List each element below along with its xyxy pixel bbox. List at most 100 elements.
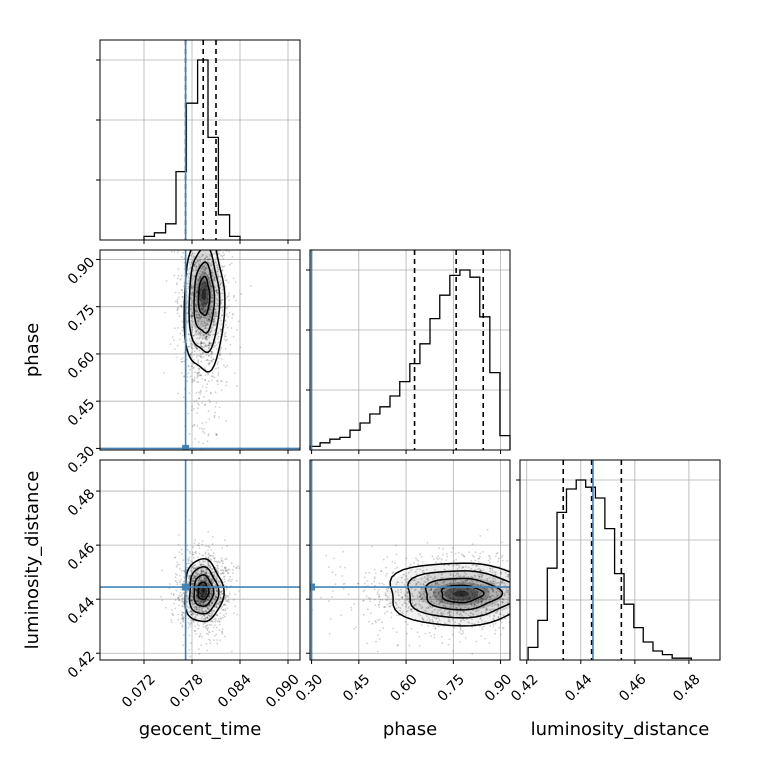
sample-point	[461, 630, 464, 633]
sample-point	[195, 295, 198, 298]
sample-point	[201, 284, 204, 287]
sample-point	[189, 307, 192, 310]
sample-point	[194, 615, 197, 618]
sample-point	[213, 312, 216, 314]
sample-point	[200, 600, 202, 603]
sample-point	[180, 578, 183, 581]
sample-point	[200, 609, 203, 612]
sample-point	[206, 602, 208, 605]
sample-point	[374, 584, 376, 587]
sample-point	[193, 354, 195, 356]
sample-point	[213, 278, 216, 281]
sample-point	[232, 572, 234, 575]
sample-point	[208, 596, 211, 599]
sample-point	[459, 623, 462, 625]
sample-point	[224, 320, 227, 322]
sample-point	[474, 610, 477, 613]
sample-point	[439, 594, 441, 597]
sample-point	[214, 305, 217, 307]
sample-point	[197, 367, 200, 370]
sample-point	[384, 594, 387, 596]
sample-point	[439, 601, 442, 603]
sample-point	[217, 266, 220, 268]
sample-point	[181, 614, 184, 616]
sample-point	[199, 336, 202, 339]
sample-point	[198, 547, 201, 549]
sample-point	[488, 609, 491, 611]
sample-point	[214, 302, 217, 304]
sample-point	[190, 287, 193, 289]
sample-point	[414, 604, 417, 606]
sample-point	[196, 623, 199, 626]
sample-point	[207, 434, 210, 437]
sample-point	[228, 568, 231, 571]
sample-point	[179, 591, 182, 594]
sample-point	[205, 327, 208, 330]
sample-point	[376, 593, 379, 595]
sample-point	[479, 552, 482, 555]
sample-point	[208, 572, 211, 574]
sample-point	[409, 563, 412, 566]
sample-point	[369, 600, 372, 603]
sample-point	[194, 330, 197, 332]
sample-point	[200, 307, 203, 310]
sample-point	[208, 309, 211, 312]
sample-point	[199, 602, 202, 604]
sample-point	[444, 580, 447, 582]
sample-point	[205, 642, 208, 645]
sample-point	[219, 275, 222, 278]
sample-point	[197, 333, 200, 336]
sample-point	[206, 288, 209, 291]
sample-point	[193, 567, 195, 570]
sample-point	[200, 563, 203, 566]
sample-point	[437, 583, 440, 586]
sample-point	[217, 275, 220, 278]
sample-point	[460, 553, 463, 556]
sample-point	[202, 595, 205, 598]
sample-point	[365, 572, 367, 575]
sample-point	[199, 354, 201, 357]
sample-point	[192, 619, 195, 622]
sample-point	[217, 383, 219, 386]
sample-point	[442, 580, 445, 583]
sample-point	[424, 609, 427, 612]
sample-point	[203, 286, 206, 289]
sample-point	[227, 568, 230, 571]
sample-point	[229, 263, 231, 266]
sample-point	[214, 244, 216, 246]
sample-point	[176, 282, 179, 284]
sample-point	[182, 559, 185, 562]
y-tick-label-phase: 0.75	[65, 302, 98, 335]
sample-point	[198, 247, 200, 249]
sample-point	[226, 313, 229, 316]
sample-point	[201, 601, 204, 604]
sample-point	[200, 577, 203, 579]
sample-point	[362, 613, 365, 616]
sample-point	[203, 322, 206, 325]
sample-point	[417, 613, 420, 615]
sample-point	[199, 578, 201, 580]
sample-point	[195, 550, 197, 553]
sample-point	[196, 371, 199, 374]
sample-point	[215, 433, 218, 436]
sample-point	[165, 606, 167, 609]
sample-point	[437, 592, 440, 595]
sample-point	[213, 319, 216, 322]
sample-point	[205, 345, 208, 348]
sample-point	[196, 605, 199, 608]
sample-point	[199, 288, 202, 291]
sample-point	[195, 572, 197, 575]
sample-point	[471, 594, 474, 596]
sample-point	[218, 351, 221, 354]
sample-point	[485, 588, 487, 591]
sample-point	[407, 571, 410, 574]
sample-point	[203, 310, 206, 313]
sample-point	[215, 401, 218, 404]
sample-point	[201, 357, 204, 359]
sample-point	[214, 575, 217, 578]
sample-point	[478, 593, 481, 596]
sample-point	[217, 564, 219, 567]
sample-point	[200, 607, 203, 610]
sample-point	[202, 618, 205, 620]
sample-point	[232, 314, 235, 316]
